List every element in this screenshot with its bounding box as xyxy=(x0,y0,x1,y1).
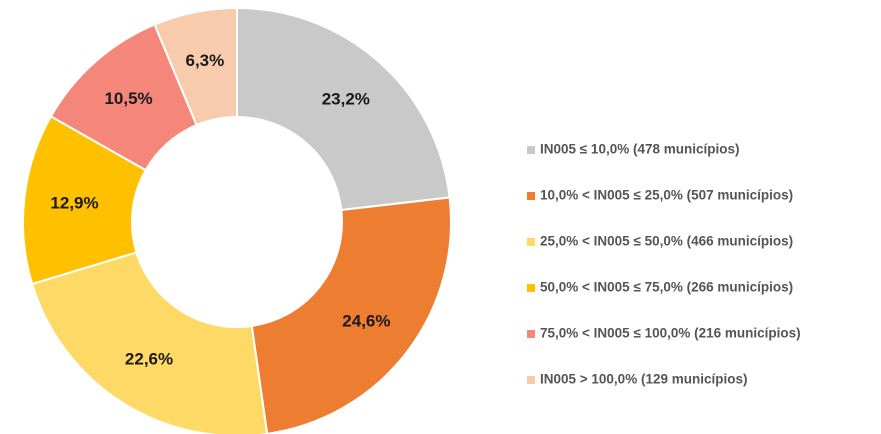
legend-label: 10,0% < IN005 ≤ 25,0% (507 municípios) xyxy=(540,188,793,203)
legend-label: IN005 ≤ 10,0% (478 municípios) xyxy=(540,142,740,157)
data-label: 23,2% xyxy=(322,89,370,108)
legend-label: 75,0% < IN005 ≤ 100,0% (216 municípios) xyxy=(540,326,801,341)
legend-label: IN005 > 100,0% (129 municípios) xyxy=(540,372,747,387)
slice xyxy=(250,196,452,434)
legend-swatch xyxy=(527,238,535,246)
slice xyxy=(30,251,269,434)
data-label: 12,9% xyxy=(50,193,98,212)
legend-label: 25,0% < IN005 ≤ 50,0% (466 municípios) xyxy=(540,234,793,249)
legend-swatch xyxy=(527,376,535,384)
slice xyxy=(153,6,238,127)
legend-swatch xyxy=(527,330,535,338)
slice xyxy=(22,114,148,286)
legend-swatch xyxy=(527,146,535,154)
legend-label: 50,0% < IN005 ≤ 75,0% (266 municípios) xyxy=(540,280,793,295)
data-label: 24,6% xyxy=(342,311,390,330)
slice xyxy=(236,6,451,212)
data-label: 10,5% xyxy=(104,89,152,108)
legend-swatch xyxy=(527,192,535,200)
data-label: 22,6% xyxy=(125,349,173,368)
data-label: 6,3% xyxy=(186,51,225,70)
legend-swatch xyxy=(527,284,535,292)
